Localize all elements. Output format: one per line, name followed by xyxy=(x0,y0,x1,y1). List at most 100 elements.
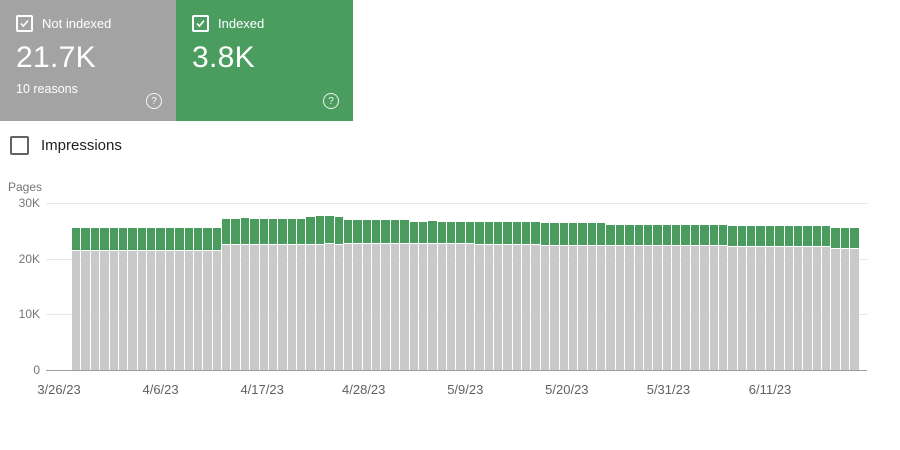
impressions-toggle[interactable]: Impressions xyxy=(10,136,122,155)
indexed-segment xyxy=(718,224,728,246)
not-indexed-segment xyxy=(672,246,681,370)
bar xyxy=(812,225,821,370)
indexed-segment xyxy=(447,221,456,243)
not-indexed-segment xyxy=(137,251,146,370)
bar xyxy=(315,216,325,370)
not-indexed-segment xyxy=(447,243,456,370)
bar xyxy=(165,227,175,370)
indexed-segment xyxy=(784,225,793,246)
not-indexed-card-header: Not indexed xyxy=(16,15,160,32)
bar xyxy=(822,225,831,370)
not-indexed-segment xyxy=(334,244,343,370)
indexed-segment xyxy=(428,221,437,243)
indexed-segment xyxy=(681,224,690,246)
indexed-segment xyxy=(568,222,578,245)
not-indexed-segment xyxy=(456,243,465,370)
indexed-segment xyxy=(156,227,165,250)
not-indexed-segment xyxy=(793,246,803,370)
not-indexed-segment xyxy=(681,246,690,370)
bar xyxy=(100,228,109,370)
checkbox-checked-icon[interactable] xyxy=(192,15,209,32)
indexed-segment xyxy=(700,224,709,246)
bar xyxy=(147,228,156,370)
not-indexed-segment xyxy=(850,249,859,370)
bar xyxy=(240,218,250,370)
bar xyxy=(203,228,212,370)
indexed-segment xyxy=(484,221,493,245)
not-indexed-segment xyxy=(165,251,175,370)
bar xyxy=(212,228,221,370)
indexed-segment xyxy=(831,228,840,249)
indexed-segment xyxy=(343,220,353,244)
indexed-segment xyxy=(212,228,221,251)
not-indexed-segment xyxy=(193,251,203,370)
not-indexed-segment xyxy=(550,245,559,370)
indexed-segment xyxy=(72,228,81,251)
not-indexed-segment xyxy=(709,246,718,370)
impressions-label: Impressions xyxy=(41,137,122,154)
not-indexed-segment xyxy=(531,245,540,370)
bar xyxy=(222,219,231,370)
bar xyxy=(587,222,596,370)
checkbox-unchecked-icon[interactable] xyxy=(10,136,29,155)
bar xyxy=(72,228,81,370)
not-indexed-segment xyxy=(100,251,109,370)
indexed-segment xyxy=(559,222,568,245)
bar xyxy=(250,219,259,370)
indexed-segment xyxy=(625,224,634,246)
bar xyxy=(765,225,775,370)
not-indexed-segment xyxy=(484,245,493,370)
not-indexed-label: Not indexed xyxy=(42,16,112,31)
not-indexed-segment xyxy=(72,251,81,370)
checkbox-checked-icon[interactable] xyxy=(16,15,33,32)
bar xyxy=(475,221,484,370)
indexed-segment xyxy=(728,225,737,246)
indexed-segment xyxy=(812,225,821,246)
bar xyxy=(484,221,493,370)
indexed-segment xyxy=(690,224,700,246)
not-indexed-segment xyxy=(362,244,371,370)
bar xyxy=(465,221,475,370)
bar xyxy=(700,224,709,370)
not-indexed-segment xyxy=(81,251,90,370)
bar xyxy=(747,225,756,370)
not-indexed-segment xyxy=(493,245,503,370)
not-indexed-segment xyxy=(128,251,137,370)
bar xyxy=(793,225,803,370)
not-indexed-segment xyxy=(747,246,756,370)
not-indexed-segment xyxy=(475,245,484,370)
bar xyxy=(428,221,437,370)
pages-chart: Pages 0 10K 20K 30K 3/26/23 4/6/23 4/17/23 4/2… xyxy=(0,180,900,420)
indexed-card[interactable]: Indexed 3.8K xyxy=(176,0,353,121)
indexed-segment xyxy=(109,227,118,251)
not-indexed-card[interactable]: Not indexed 21.7K 10 reasons xyxy=(0,0,176,121)
indexed-segment xyxy=(775,225,784,246)
y-axis-title: Pages xyxy=(8,180,43,194)
bar xyxy=(137,227,146,370)
bar xyxy=(325,216,334,370)
bar xyxy=(353,220,362,370)
indexed-segment xyxy=(222,219,231,245)
not-indexed-segment xyxy=(222,245,231,370)
x-tick-label: 3/26/23 xyxy=(37,382,81,397)
bar xyxy=(634,224,643,370)
help-icon[interactable] xyxy=(146,93,162,109)
not-indexed-segment xyxy=(700,246,709,370)
indexed-segment xyxy=(90,227,100,250)
bar xyxy=(775,225,784,370)
bar xyxy=(522,221,531,370)
not-indexed-segment xyxy=(540,245,550,370)
x-tick-label: 4/6/23 xyxy=(142,382,179,397)
indexed-segment xyxy=(550,222,559,245)
not-indexed-segment xyxy=(203,251,212,370)
indexed-segment xyxy=(118,227,128,250)
indexed-segment xyxy=(297,219,306,245)
bar xyxy=(362,219,371,370)
not-indexed-segment xyxy=(297,245,306,370)
indexed-segment xyxy=(137,227,146,251)
help-icon[interactable] xyxy=(323,93,339,109)
indexed-segment xyxy=(147,228,156,251)
bar xyxy=(672,224,681,370)
indexed-segment xyxy=(325,216,334,244)
x-tick-label: 5/20/23 xyxy=(545,382,589,397)
